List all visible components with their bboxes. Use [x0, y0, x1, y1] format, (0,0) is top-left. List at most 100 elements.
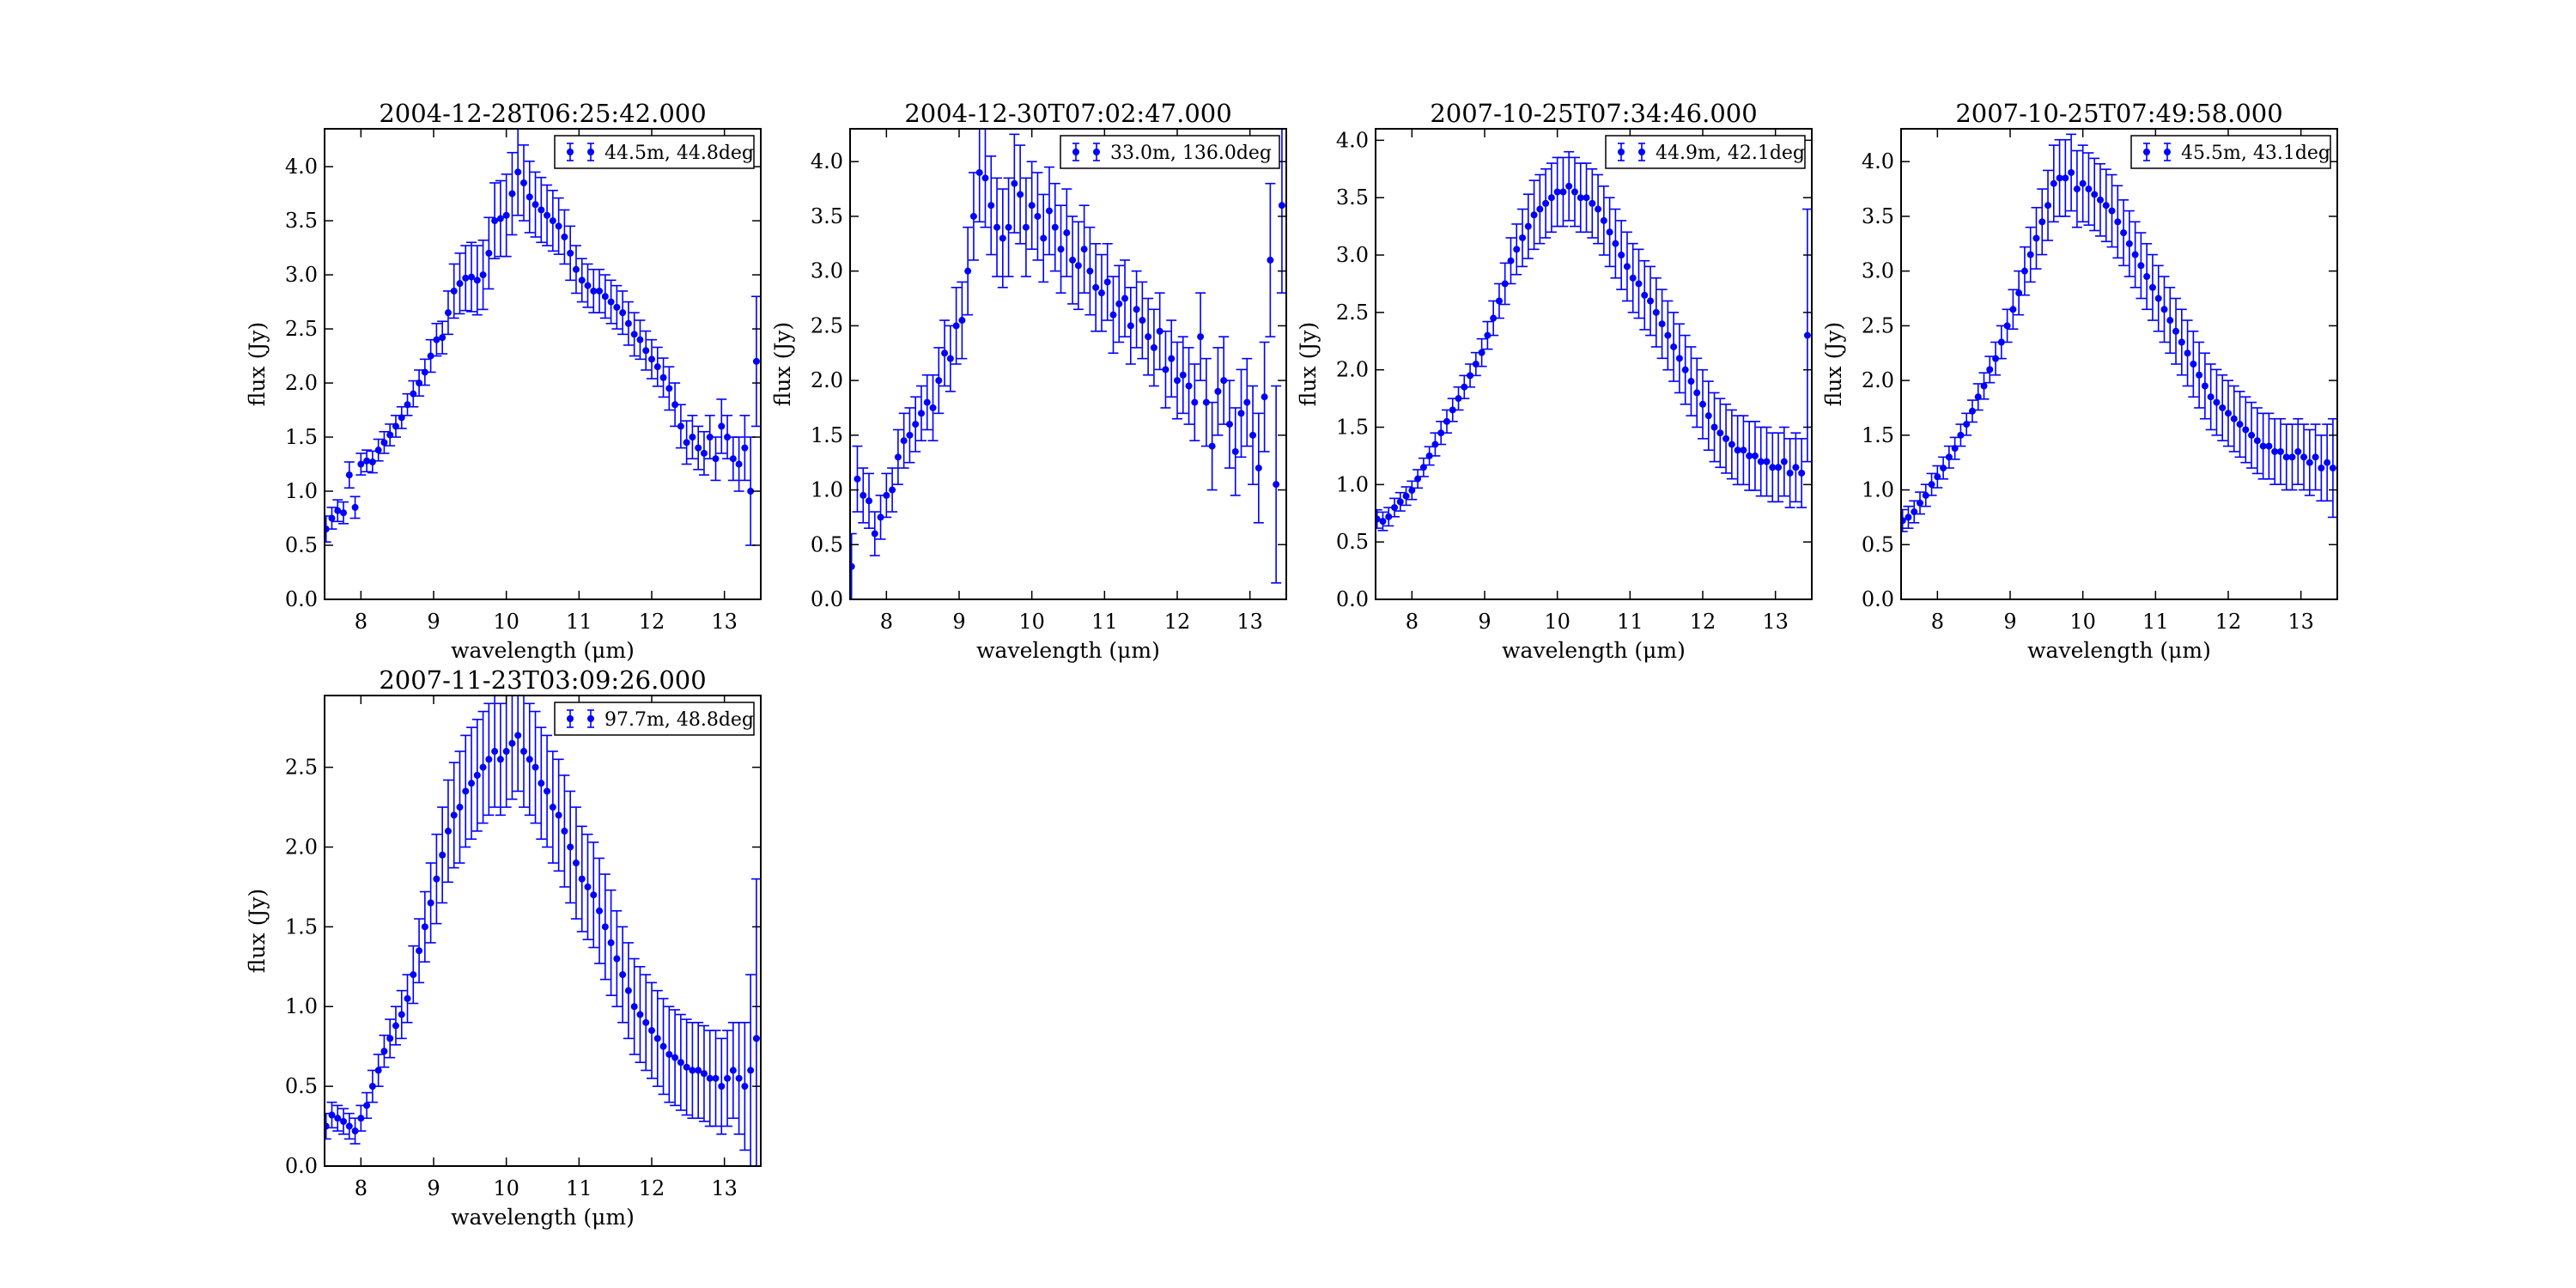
data-point	[2137, 262, 2145, 270]
data-point	[444, 827, 452, 835]
data-point	[555, 222, 562, 230]
data-point	[1940, 465, 1947, 472]
data-point	[613, 303, 621, 311]
legend-marker-point	[1618, 149, 1625, 155]
data-point	[2050, 179, 2057, 187]
data-point	[2248, 431, 2256, 439]
legend-label: 44.5m, 44.8deg	[605, 143, 754, 164]
chart-title: 2007-11-23T03:09:26.000	[379, 665, 706, 695]
y-tick-label: 3.5	[1862, 204, 1894, 228]
data-point	[1635, 280, 1643, 288]
data-point	[866, 497, 873, 505]
data-point	[1396, 498, 1404, 506]
y-tick-label: 2.5	[811, 313, 843, 337]
data-point	[2114, 218, 2122, 226]
data-point	[479, 271, 487, 279]
x-axis-label: wavelength (μm)	[976, 638, 1160, 663]
y-tick-label: 4.0	[811, 149, 843, 173]
data-point	[2329, 465, 2336, 472]
y-tick-label: 0.0	[811, 587, 843, 611]
data-point	[1145, 333, 1152, 341]
data-point	[1214, 387, 1222, 395]
data-point	[1775, 464, 1783, 471]
x-tick-label: 12	[1690, 610, 1716, 634]
y-tick-label: 2.5	[285, 317, 318, 341]
data-point	[1231, 447, 1239, 455]
chart-title: 2004-12-30T07:02:47.000	[904, 99, 1231, 128]
y-axis-label: flux (Jy)	[1296, 322, 1321, 406]
data-point	[351, 503, 359, 511]
data-point	[689, 434, 696, 441]
x-tick-label: 10	[493, 1176, 519, 1200]
data-point	[607, 298, 615, 306]
data-point	[677, 422, 684, 430]
legend-label: 97.7m, 48.8deg	[605, 709, 754, 731]
data-point	[427, 899, 434, 907]
data-point	[2242, 426, 2250, 434]
data-point	[636, 336, 644, 343]
data-point	[532, 201, 539, 209]
data-point	[357, 1115, 365, 1122]
data-point	[1425, 452, 1433, 459]
data-point	[958, 317, 966, 325]
data-point	[514, 732, 522, 739]
data-point	[946, 355, 954, 362]
legend-marker-point	[1072, 149, 1079, 155]
data-point	[2131, 251, 2139, 258]
y-tick-label: 2.5	[1336, 301, 1369, 325]
data-point	[659, 374, 667, 381]
data-point	[1992, 355, 2000, 362]
data-point	[567, 249, 574, 257]
data-point	[1255, 465, 1262, 472]
data-point	[642, 347, 650, 355]
data-point	[724, 434, 732, 441]
data-point	[2225, 410, 2232, 417]
y-tick-label: 3.0	[1336, 243, 1369, 267]
data-point	[1681, 366, 1689, 374]
data-point	[1751, 452, 1759, 459]
data-point	[1267, 256, 1274, 264]
data-point	[392, 1022, 399, 1030]
y-tick-label: 1.5	[811, 423, 843, 447]
data-point	[659, 1042, 667, 1050]
data-point	[1524, 222, 1532, 230]
data-point	[2288, 453, 2296, 461]
data-point	[860, 491, 867, 499]
data-point	[1792, 464, 1800, 471]
legend-marker-point	[567, 149, 574, 155]
y-tick-label: 1.0	[285, 479, 318, 503]
data-point	[1168, 355, 1176, 362]
data-point	[1647, 297, 1655, 305]
data-point	[357, 460, 365, 468]
data-point	[368, 1083, 376, 1091]
data-point	[912, 421, 920, 428]
data-point	[538, 206, 545, 214]
data-point	[473, 276, 481, 284]
data-point	[2259, 442, 2267, 450]
data-point	[450, 811, 458, 819]
y-tick-label: 0.5	[1336, 530, 1369, 554]
data-point	[1191, 398, 1199, 406]
data-point	[735, 1074, 743, 1082]
data-point	[2207, 393, 2215, 401]
data-point	[1086, 267, 1094, 275]
data-point	[334, 507, 342, 514]
data-point	[1074, 262, 1082, 270]
data-point	[1670, 343, 1678, 350]
y-tick-label: 0.5	[285, 1074, 318, 1098]
data-point	[404, 994, 411, 1002]
data-point	[2318, 465, 2325, 472]
data-point	[1121, 295, 1129, 302]
y-tick-label: 3.5	[1336, 185, 1369, 210]
data-point	[1980, 382, 1988, 390]
data-point	[1261, 393, 1268, 401]
data-point	[1780, 458, 1788, 465]
legend-label: 45.5m, 43.1deg	[2181, 143, 2330, 164]
data-point	[462, 787, 470, 795]
y-tick-label: 3.0	[811, 259, 843, 283]
data-point	[508, 739, 516, 747]
data-point	[1273, 481, 1280, 489]
data-point	[1011, 179, 1018, 187]
x-axis-label: wavelength (μm)	[1502, 638, 1686, 663]
data-point	[1179, 371, 1187, 379]
